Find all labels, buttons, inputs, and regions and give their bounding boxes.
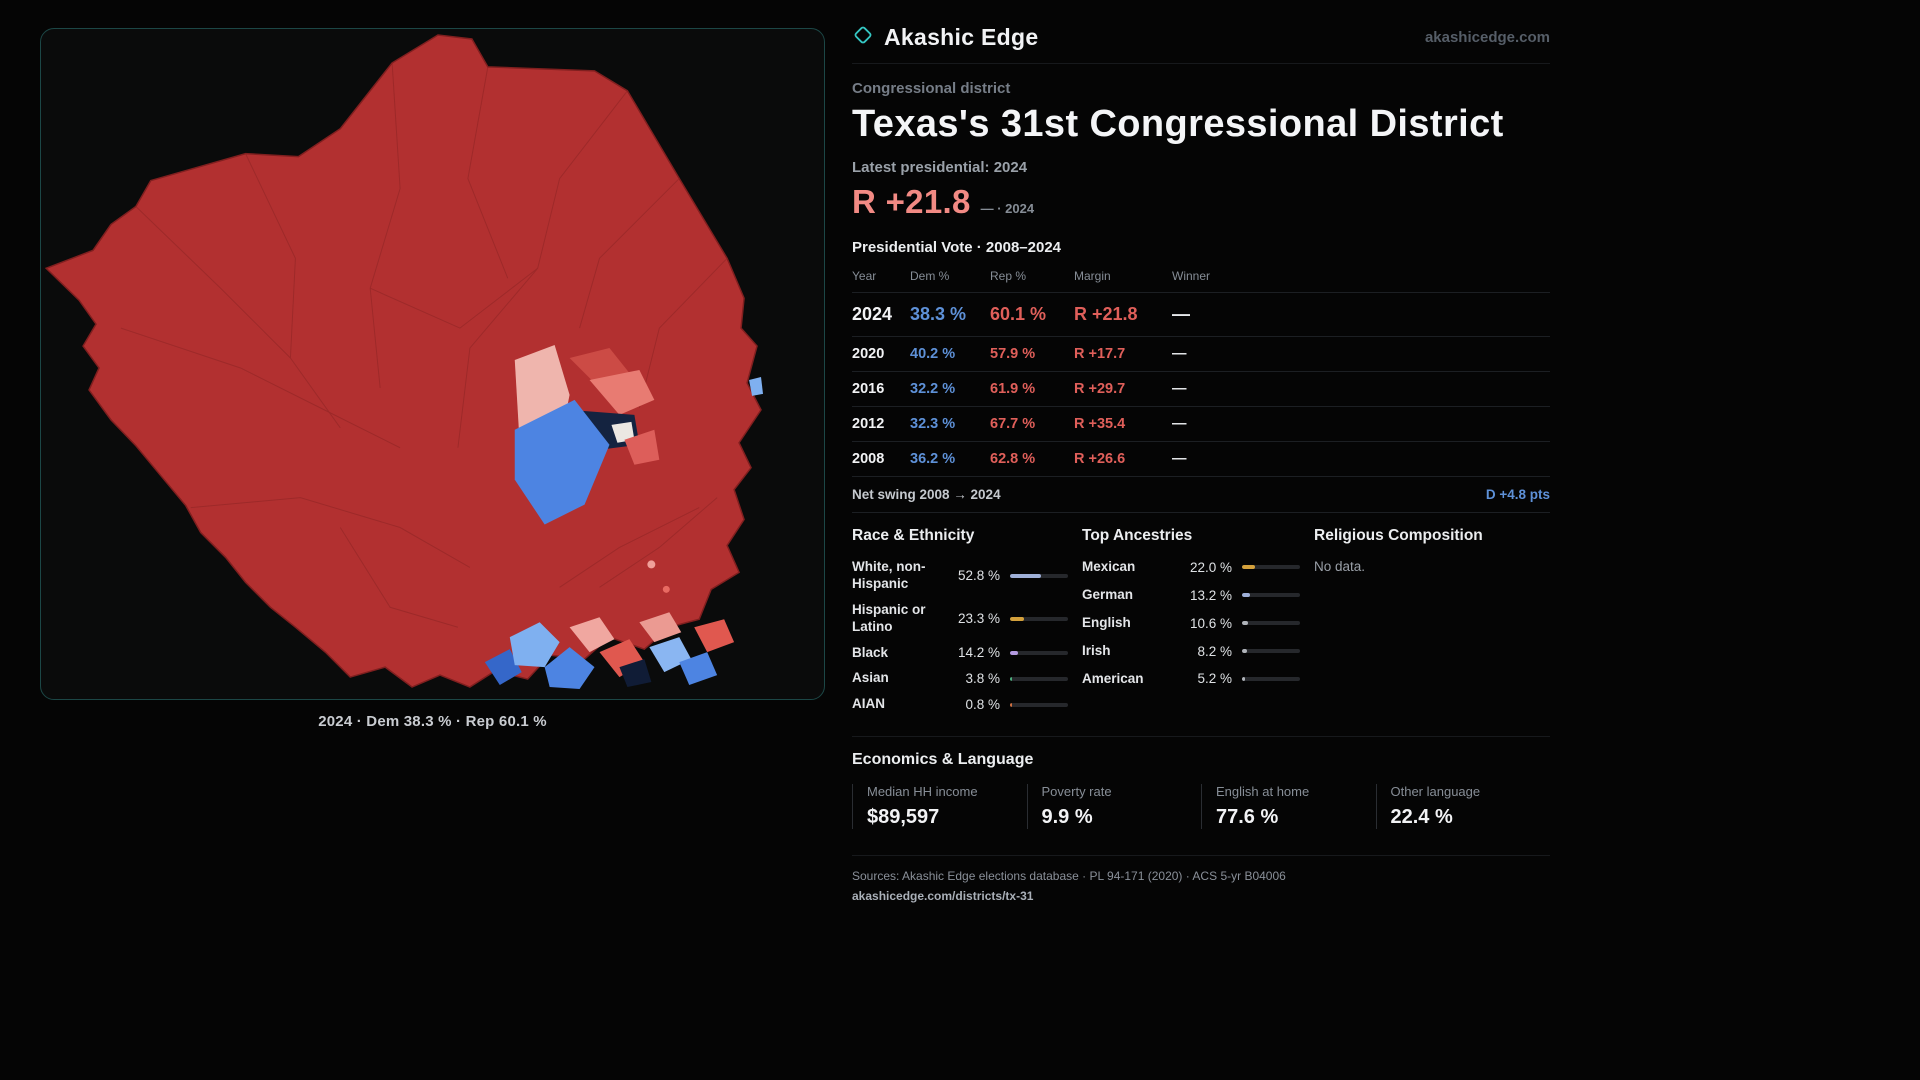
- col-rep: Rep %: [990, 269, 1027, 283]
- precinct-boundaries: [120, 62, 728, 628]
- vote-row-2012[interactable]: 2012 32.3 % 67.7 % R +35.4 —: [852, 406, 1550, 441]
- district-shape: [44, 34, 764, 690]
- col-year: Year: [852, 269, 877, 283]
- stat-poverty-rate: Poverty rate 9.9 %: [1026, 784, 1202, 830]
- ancestry-row: German 13.2 %: [1082, 587, 1300, 604]
- site-header: Akashic Edge akashicedge.com: [852, 24, 1550, 64]
- ancestries-column: Top Ancestries Mexican 22.0 % German 13.…: [1082, 527, 1300, 722]
- brand-name: Akashic Edge: [884, 24, 1039, 50]
- race-row: White, non-Hispanic 52.8 %: [852, 559, 1068, 593]
- headline-margin-suffix: — · 2024: [980, 201, 1035, 216]
- vote-row-2016[interactable]: 2016 32.2 % 61.9 % R +29.7 —: [852, 371, 1550, 406]
- vote-table: Year Dem % Rep % Margin Winner 2024 38.3…: [852, 269, 1550, 513]
- race-bar: [1010, 676, 1068, 681]
- vote-table-title: Presidential Vote · 2008–2024: [852, 239, 1062, 256]
- economics-stats: Median HH income $89,597 Poverty rate 9.…: [852, 784, 1551, 830]
- page-title: Texas's 31st Congressional District: [852, 103, 1504, 145]
- headline-margin-value: R +21.8: [852, 183, 971, 220]
- ancestry-row: American 5.2 %: [1082, 671, 1300, 688]
- col-dem: Dem %: [910, 269, 950, 283]
- map-caption: 2024 · Dem 38.3 % · Rep 60.1 %: [318, 713, 547, 730]
- ancestry-row: Mexican 22.0 %: [1082, 559, 1300, 576]
- site-domain-link[interactable]: akashicedge.com: [1424, 29, 1550, 46]
- race-ethnicity-title: Race & Ethnicity: [852, 527, 975, 544]
- latest-presidential-label: Latest presidential: 2024: [852, 159, 1028, 176]
- race-row: Asian 3.8 %: [852, 670, 1068, 687]
- economics-section: Economics & Language Median HH income $8…: [852, 736, 1551, 830]
- vote-row-2020[interactable]: 2020 40.2 % 57.9 % R +17.7 —: [852, 336, 1550, 371]
- net-swing-row: Net swing 2008 → 2024 D +4.8 pts: [852, 476, 1550, 513]
- stat-median-income: Median HH income $89,597: [852, 784, 1027, 830]
- demographics-section: Race & Ethnicity White, non-Hispanic 52.…: [852, 527, 1550, 722]
- ancestries-title: Top Ancestries: [1082, 527, 1193, 544]
- race-ethnicity-column: Race & Ethnicity White, non-Hispanic 52.…: [852, 527, 1068, 722]
- col-winner: Winner: [1172, 269, 1211, 283]
- religion-no-data: No data.: [1314, 559, 1366, 574]
- ancestry-bar: [1242, 676, 1300, 681]
- race-bar: [1010, 573, 1068, 578]
- ancestry-bar: [1242, 649, 1300, 654]
- ancestry-bar: [1242, 621, 1300, 626]
- vote-table-header: Year Dem % Rep % Margin Winner: [852, 269, 1550, 292]
- race-bar: [1010, 650, 1068, 655]
- stat-english-at-home: English at home 77.6 %: [1201, 784, 1376, 830]
- col-margin: Margin: [1074, 269, 1111, 283]
- ancestry-row: Irish 8.2 %: [1082, 643, 1300, 660]
- footer: Sources: Akashic Edge elections database…: [852, 855, 1550, 903]
- economics-title: Economics & Language: [852, 751, 1034, 769]
- net-swing-label: Net swing 2008 → 2024: [852, 487, 1001, 502]
- district-kicker: Congressional district: [852, 80, 1011, 97]
- east-edge-precinct: [749, 376, 764, 396]
- sources-text: Sources: Akashic Edge elections database…: [852, 869, 1286, 884]
- religion-title: Religious Composition: [1314, 527, 1483, 544]
- info-panel: Akashic Edge akashicedge.com Congression…: [852, 24, 1550, 903]
- headline-margin: R +21.8 — · 2024: [852, 183, 1550, 221]
- stat-other-language: Other language 22.4 %: [1375, 784, 1551, 830]
- map-section: 2024 · Dem 38.3 % · Rep 60.1 %: [40, 28, 825, 730]
- district-choropleth-map[interactable]: [41, 29, 824, 699]
- brand: Akashic Edge: [852, 24, 1038, 51]
- brand-diamond-icon: [852, 24, 874, 51]
- race-row: Hispanic or Latino 23.3 %: [852, 602, 1068, 636]
- race-row: AIAN 0.8 %: [852, 696, 1068, 713]
- vote-row-2008[interactable]: 2008 36.2 % 62.8 % R +26.6 —: [852, 441, 1550, 476]
- ancestry-bar: [1242, 593, 1300, 598]
- central-precinct-cluster: [514, 345, 660, 525]
- ancestry-row: English 10.6 %: [1082, 615, 1300, 632]
- vote-row-2024[interactable]: 2024 38.3 % 60.1 % R +21.8 —: [852, 292, 1550, 336]
- southern-precinct-cluster: [484, 612, 735, 690]
- religion-column: Religious Composition No data.: [1314, 527, 1550, 722]
- district-map-panel: [40, 28, 825, 700]
- race-bar: [1010, 616, 1068, 621]
- race-row: Black 14.2 %: [852, 645, 1068, 662]
- ancestry-bar: [1242, 565, 1300, 570]
- permalink[interactable]: akashicedge.com/districts/tx-31: [852, 889, 1034, 904]
- net-swing-value: D +4.8 pts: [1485, 487, 1550, 502]
- race-bar: [1010, 702, 1068, 707]
